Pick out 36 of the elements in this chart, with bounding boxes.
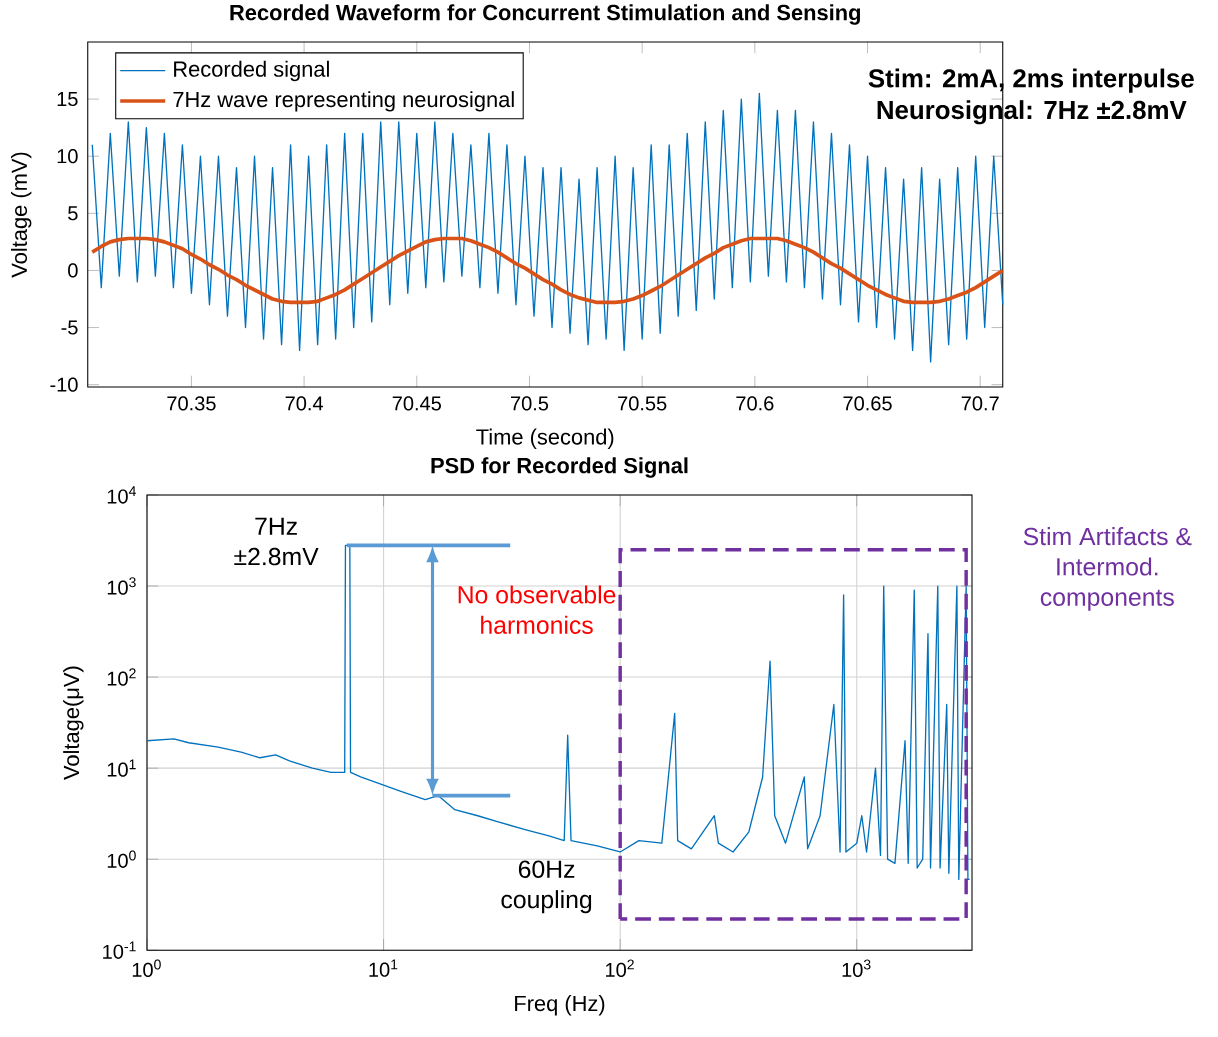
x-tick-label: 70.5 (511, 396, 549, 411)
text: Stim Artifacts & Intermod. components (1023, 526, 1192, 611)
y-tick-label: 10$^{4}$ (107, 486, 136, 504)
y-tick-label: 10$^{2}$ (107, 668, 136, 686)
x-axis-title: Time (second) (476, 428, 614, 449)
y-tick-label: -5 (61, 320, 78, 335)
x-tick-label: 10$^{0}$ (132, 959, 161, 977)
y-axis-title: Voltage(μV) (63, 666, 84, 780)
x-tick-label: 10$^{1}$ (369, 959, 398, 977)
annotation: 60Hz coupling (501, 860, 592, 914)
x-tick-label: 70.35 (167, 396, 216, 411)
y-axis-title: Voltage (mV) (11, 152, 32, 278)
y-tick-label: 10$^{1}$ (107, 759, 136, 777)
y-tick-label: 10$^{0}$ (107, 850, 136, 868)
x-tick-label: 70.45 (392, 396, 441, 411)
y-tick-label: 10$^{-1}$ (103, 941, 136, 959)
annotation: No observable harmonics (458, 585, 616, 634)
chart-title: Recorded Waveform for Concurrent Stimulation and Sensing (230, 4, 861, 25)
x-tick-label: 10$^{2}$ (606, 959, 634, 977)
legend-label: 7Hz wave representing neurosignal (173, 91, 514, 112)
x-tick-label: 70.55 (618, 396, 667, 411)
annotation: 7Hz ±2.8mV (234, 517, 319, 566)
x-tick-label: 70.7 (961, 396, 999, 411)
x-tick-label: 70.6 (736, 396, 774, 411)
y-tick-label: 0 (68, 263, 78, 278)
y-tick-label: 10 (57, 149, 78, 164)
x-tick-label: 70.65 (843, 396, 892, 411)
x-axis-title: Freq (Hz) (515, 994, 605, 1016)
y-tick-label: 5 (68, 206, 78, 221)
y-tick-label: 15 (57, 91, 78, 106)
x-tick-label: 10$^{3}$ (842, 959, 871, 977)
x-tick-label: 70.4 (285, 396, 324, 411)
legend-label: Recorded signal (174, 60, 329, 82)
y-tick-label: 10$^{3}$ (107, 577, 136, 595)
y-tick-label: -10 (50, 377, 78, 392)
chart-title: PSD for Recorded Signal (431, 457, 688, 478)
